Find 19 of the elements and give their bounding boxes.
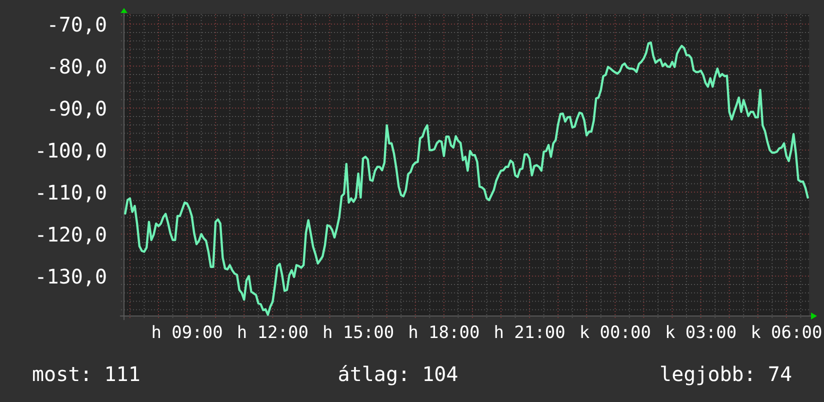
line-series xyxy=(124,41,809,316)
text: átlag: 104 xyxy=(338,362,458,386)
x-tick-label: h 15:00 xyxy=(322,323,394,343)
x-tick-label: h 09:00 xyxy=(151,323,223,343)
y-tick-label: -110,0 xyxy=(34,180,107,204)
y-tick-label: -120,0 xyxy=(34,222,107,246)
y-tick-label: -90,0 xyxy=(46,96,107,120)
text: most: 111 xyxy=(32,362,140,386)
x-tick-label: k 00:00 xyxy=(579,323,651,343)
text: legjobb: 74 xyxy=(660,362,792,386)
x-tick-label: k 06:00 xyxy=(750,323,822,343)
x-tick-label: h 12:00 xyxy=(236,323,308,343)
y-tick-label: -100,0 xyxy=(34,138,107,162)
x-tick-label: k 03:00 xyxy=(664,323,737,343)
x-tick-label: h 18:00 xyxy=(408,323,480,343)
y-tick-label: -80,0 xyxy=(46,54,107,78)
y-tick-label: -130,0 xyxy=(34,264,107,288)
x-tick-label: h 21:00 xyxy=(494,323,566,343)
y-tick-label: -70,0 xyxy=(46,12,107,36)
